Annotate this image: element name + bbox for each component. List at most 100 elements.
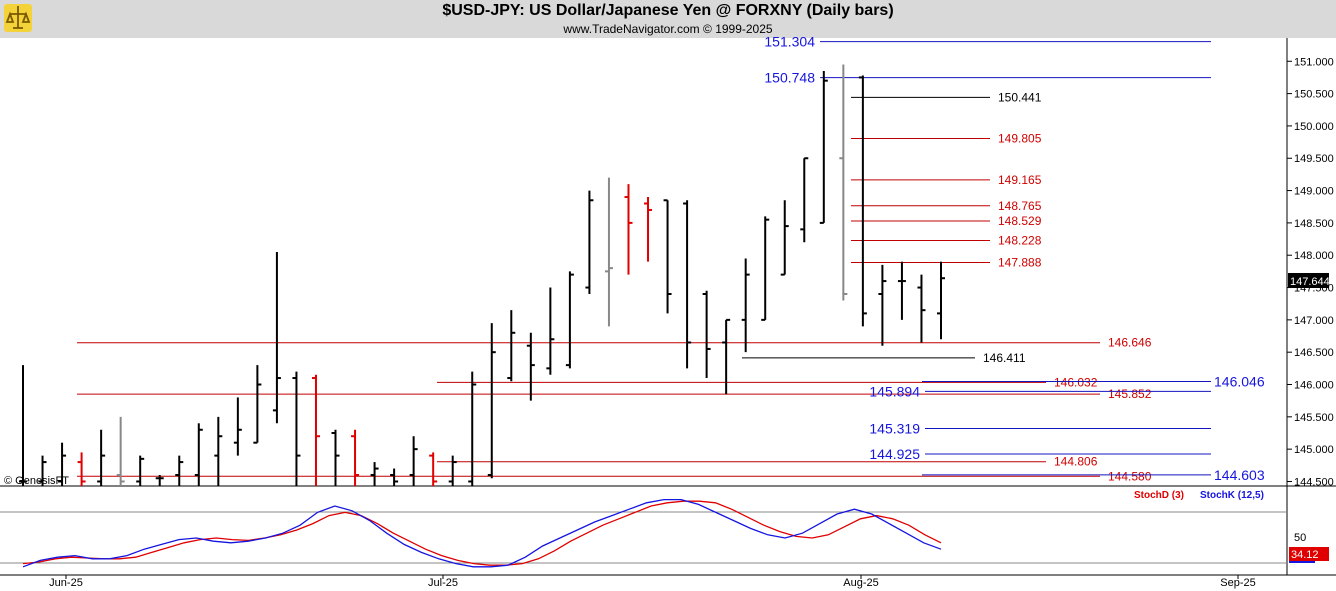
price-tick-label: 145.000 (1294, 444, 1334, 456)
ohlc-bar (858, 75, 867, 327)
ohlc-bar (97, 429, 106, 486)
chart-header: $USD-JPY: US Dollar/Japanese Yen @ FORXN… (0, 0, 1336, 38)
stoch-d-line (22, 500, 942, 566)
ohlc-bar (722, 318, 731, 395)
black-level-label: 150.441 (998, 90, 1042, 104)
chart-title: $USD-JPY: US Dollar/Japanese Yen @ FORXN… (442, 2, 894, 19)
red-level-label: 144.580 (1108, 469, 1152, 483)
price-tick-label: 146.000 (1294, 380, 1334, 392)
price-tick-label: 145.500 (1294, 412, 1334, 424)
ohlc-bar (917, 274, 926, 343)
red-level-label: 146.032 (1054, 375, 1098, 389)
price-tick-label: 149.500 (1294, 153, 1334, 165)
ohlc-bar (38, 455, 47, 486)
red-level-label: 148.529 (998, 214, 1042, 228)
red-level-label: 149.165 (998, 173, 1042, 187)
ohlc-bar (233, 397, 242, 456)
ohlc-bar (468, 371, 477, 486)
ohlc-bar (819, 70, 828, 224)
blue-level-label: 146.046 (1214, 374, 1265, 390)
red-level-label: 148.228 (998, 233, 1042, 247)
red-level-label: 148.765 (998, 199, 1042, 213)
last-price-value: 147.644 (1290, 276, 1330, 288)
ohlc-bar (311, 374, 320, 486)
blue-level-label: 151.304 (764, 34, 815, 50)
ohlc-bar (409, 436, 418, 486)
ohlc-bar (19, 365, 27, 486)
red-level-label: 149.805 (998, 132, 1042, 146)
ohlc-bar (644, 197, 653, 262)
red-level-label: 146.646 (1108, 336, 1152, 350)
price-tick-label: 146.500 (1294, 347, 1334, 359)
ohlc-bar (604, 177, 613, 327)
ohlc-bars (19, 64, 945, 486)
price-tick-label: 147.000 (1294, 315, 1334, 327)
ohlc-bar (780, 200, 789, 276)
ohlc-bar (702, 290, 711, 379)
stoch-last-badge (1289, 547, 1329, 561)
ohlc-bar (390, 468, 399, 486)
ohlc-bar (487, 323, 496, 479)
date-axis: Jun-25 Jul-25 Aug-25 Sep-25 (49, 575, 1256, 589)
ohlc-bar (77, 452, 86, 486)
red-level-label: 145.852 (1108, 387, 1152, 401)
stoch-last-value: 34.12 (1291, 549, 1319, 561)
blue-level-label: 144.603 (1214, 467, 1265, 483)
stoch-d-legend: StochD (3) (1134, 490, 1184, 501)
ohlc-bar (194, 423, 203, 486)
blue-level-label: 145.894 (869, 383, 920, 399)
ohlc-bar (175, 455, 184, 486)
date-tick-label: Jun-25 (49, 577, 83, 589)
stoch-tick-50: 50 (1294, 532, 1306, 544)
red-level-label: 147.888 (998, 255, 1042, 269)
price-tick-label: 150.000 (1294, 121, 1334, 133)
ohlc-bar (136, 455, 145, 486)
ohlc-bar (546, 287, 555, 375)
ohlc-bar (897, 261, 906, 320)
watermark: © GenesisFT (4, 475, 69, 487)
trade-navigator-logo-icon (4, 4, 32, 32)
price-axis: 151.000 150.500 150.000 149.500 149.000 148.5… (1287, 56, 1334, 488)
black-level-label: 146.411 (983, 351, 1026, 365)
ohlc-bar (58, 442, 67, 486)
stoch-k-legend: StochK (12,5) (1200, 490, 1264, 501)
ohlc-bar (292, 371, 301, 486)
ohlc-bar (683, 200, 692, 369)
stochastic-panel (22, 498, 942, 568)
red-level-label: 144.806 (1054, 455, 1098, 469)
last-price-badge (1288, 273, 1329, 288)
ohlc-bar (761, 216, 770, 321)
price-tick-label: 148.000 (1294, 250, 1334, 262)
ohlc-bar (448, 455, 457, 486)
date-tick-label: Jul-25 (428, 577, 458, 589)
blue-level-label: 145.319 (869, 421, 920, 437)
ohlc-bar (937, 261, 945, 340)
ohlc-bar (741, 258, 750, 353)
date-tick-label: Sep-25 (1220, 577, 1255, 589)
ohlc-bar (253, 365, 262, 444)
blue-level-label: 144.925 (869, 446, 920, 462)
ohlc-bar (429, 452, 438, 486)
price-tick-label: 149.000 (1294, 186, 1334, 198)
ohlc-bar (214, 416, 223, 486)
price-tick-label: 144.500 (1294, 476, 1334, 488)
ohlc-bar (370, 462, 379, 486)
ohlc-bar (585, 190, 594, 294)
ohlc-bar (565, 271, 574, 369)
ohlc-bar (624, 184, 633, 275)
ohlc-bar (663, 199, 672, 314)
chart-subtitle: www.TradeNavigator.com © 1999-2025 (563, 22, 773, 36)
ohlc-bar (878, 264, 887, 346)
blue-level-label: 150.748 (764, 70, 815, 86)
ohlc-bar (351, 429, 360, 486)
ohlc-bar (155, 475, 164, 486)
date-tick-label: Aug-25 (843, 577, 878, 589)
price-tick-label: 148.500 (1294, 218, 1334, 230)
stoch-k-line (22, 498, 942, 568)
price-tick-label: 151.000 (1294, 56, 1334, 68)
ohlc-bar (116, 416, 125, 486)
ohlc-bar (507, 310, 516, 382)
ohlc-bar (800, 157, 809, 243)
